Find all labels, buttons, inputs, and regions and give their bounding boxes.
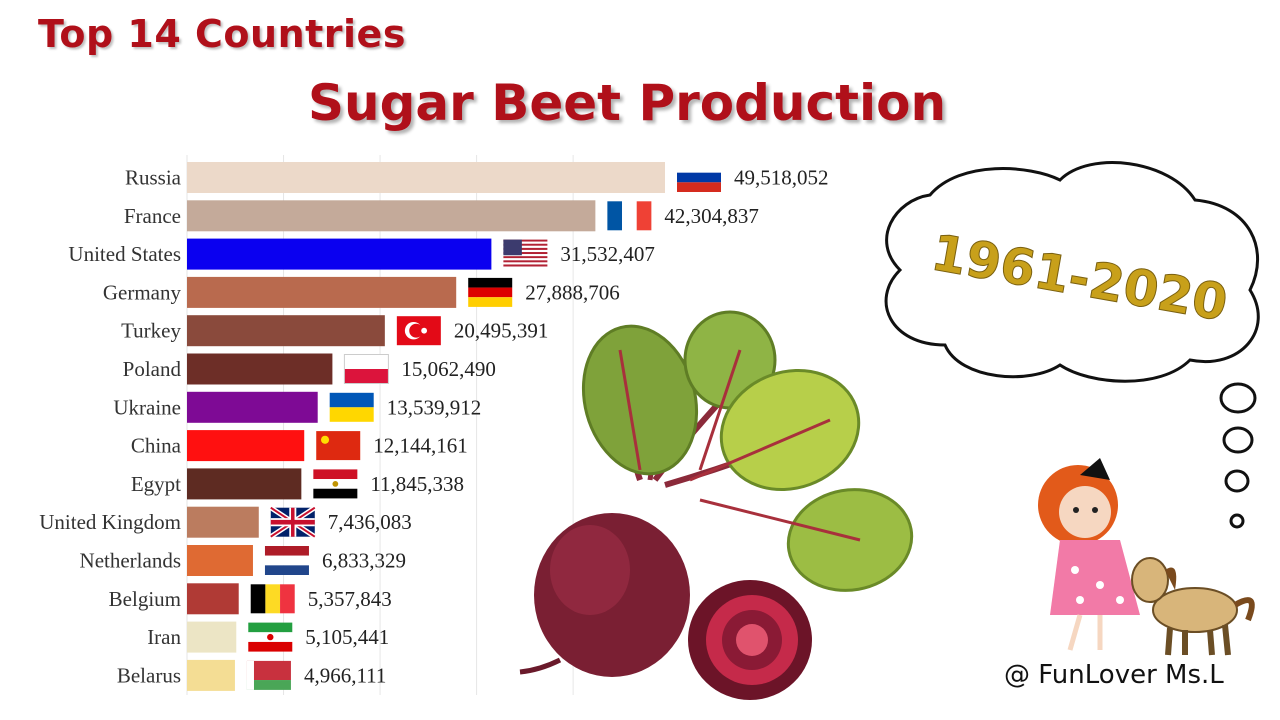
bar xyxy=(187,583,239,615)
bar xyxy=(187,162,665,193)
bar-row: Poland 15,062,490 xyxy=(123,353,496,385)
poland-flag xyxy=(343,354,389,384)
bar-row: China 12,144,161 xyxy=(131,430,468,462)
category-label: United Kingdom xyxy=(39,510,181,534)
uk-flag xyxy=(269,505,317,539)
value-label: 20,495,391 xyxy=(454,319,548,343)
category-label: United States xyxy=(68,242,181,266)
bar-row: Turkey 20,495,391 xyxy=(121,315,548,347)
category-label: France xyxy=(124,204,181,228)
category-label: Poland xyxy=(123,357,182,381)
category-label: Belgium xyxy=(109,587,181,611)
value-label: 12,144,161 xyxy=(373,434,468,458)
bar xyxy=(187,506,259,538)
value-label: 11,845,338 xyxy=(370,472,464,496)
bar-row: Egypt 11,845,338 xyxy=(131,468,464,500)
cartoon-girl-horse-illustration xyxy=(1038,458,1255,656)
value-label: 49,518,052 xyxy=(734,166,829,190)
bar-row: Russia 49,518,052 xyxy=(125,162,829,193)
china-flag xyxy=(316,431,361,461)
bar xyxy=(187,545,253,576)
value-label: 13,539,912 xyxy=(387,395,482,419)
turkey-flag xyxy=(396,316,441,346)
russia-flag xyxy=(677,163,721,192)
bar-row: France 42,304,837 xyxy=(124,200,759,232)
egypt-flag xyxy=(313,469,358,499)
bar-row: Germany 27,888,706 xyxy=(103,276,620,308)
value-label: 6,833,329 xyxy=(322,549,406,573)
bar xyxy=(187,468,302,500)
category-label: Ukraine xyxy=(113,395,181,419)
bar-row: Ukraine 13,539,912 xyxy=(113,391,482,423)
usa-flag xyxy=(503,239,548,269)
gridlines xyxy=(186,155,574,695)
chart-title: Top 14 Countries xyxy=(38,12,406,56)
belgium-flag xyxy=(250,584,295,614)
bars: Russia 49,518,052 France 42,304,837 United S… xyxy=(39,162,829,691)
category-label: Turkey xyxy=(121,319,181,343)
germany-flag xyxy=(468,277,513,307)
category-label: Netherlands xyxy=(80,549,181,573)
bar xyxy=(187,391,318,423)
value-label: 31,532,407 xyxy=(560,242,655,266)
sugar-beet-illustration xyxy=(519,310,914,700)
category-label: Egypt xyxy=(131,472,181,496)
netherlands-flag xyxy=(264,546,309,575)
bar-row: United Kingdom 7,436,083 xyxy=(39,505,412,539)
belarus-flag xyxy=(246,660,291,690)
bar xyxy=(187,659,235,691)
bar-row: Netherlands 6,833,329 xyxy=(80,545,406,576)
bar-row: Iran 5,105,441 xyxy=(147,621,389,653)
category-label: Belarus xyxy=(117,663,181,687)
bar xyxy=(187,621,237,653)
value-label: 5,357,843 xyxy=(308,587,392,611)
france-flag xyxy=(607,201,652,231)
bar-row: Belarus 4,966,111 xyxy=(117,659,386,691)
chart-subtitle: Sugar Beet Production xyxy=(308,74,947,132)
value-label: 5,105,441 xyxy=(305,625,389,649)
category-label: China xyxy=(131,434,182,458)
value-label: 4,966,111 xyxy=(304,663,386,687)
bar xyxy=(187,315,385,347)
bar xyxy=(187,353,333,385)
value-label: 42,304,837 xyxy=(664,204,759,228)
value-label: 27,888,706 xyxy=(525,280,620,304)
value-label: 15,062,490 xyxy=(401,357,496,381)
ukraine-flag xyxy=(329,392,374,422)
category-label: Iran xyxy=(147,625,181,649)
bar xyxy=(187,276,457,308)
bar-row: United States 31,532,407 xyxy=(68,238,655,270)
thought-bubble: 1961-2020 xyxy=(884,161,1260,529)
bar xyxy=(187,200,596,232)
bar-row: Belgium 5,357,843 xyxy=(109,583,392,615)
value-label: 7,436,083 xyxy=(328,510,412,534)
category-label: Russia xyxy=(125,166,182,190)
watermark: @ FunLover Ms.L xyxy=(1004,660,1224,690)
category-label: Germany xyxy=(103,280,182,304)
iran-flag xyxy=(248,622,293,652)
bar xyxy=(187,238,492,270)
bar xyxy=(187,430,305,462)
